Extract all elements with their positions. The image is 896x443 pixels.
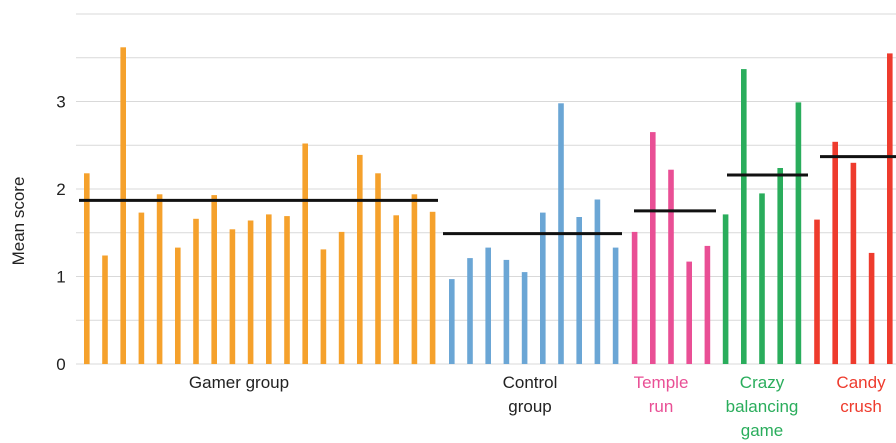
bar	[338, 231, 345, 364]
bar	[393, 215, 399, 365]
y-axis-ticks: 0 1 2 3	[56, 93, 65, 375]
bar	[211, 195, 217, 364]
bar	[429, 211, 436, 365]
bar	[193, 218, 199, 365]
bar	[320, 249, 327, 364]
bar	[521, 272, 528, 364]
group-label: balancing	[726, 397, 799, 416]
bar	[247, 220, 254, 364]
bar	[284, 216, 290, 364]
bar	[832, 141, 838, 365]
bar	[868, 252, 875, 364]
bar	[795, 102, 802, 365]
bar	[887, 53, 893, 365]
bar	[741, 69, 747, 364]
group-label: run	[649, 397, 674, 416]
bar	[229, 229, 236, 365]
group-label: Crazy	[740, 373, 785, 392]
bar	[156, 194, 163, 365]
bar	[777, 168, 783, 364]
bar	[84, 173, 90, 365]
group-label: crush	[840, 397, 882, 416]
bar	[814, 219, 820, 364]
bar	[612, 247, 619, 364]
bar	[467, 258, 473, 364]
bar	[266, 214, 272, 364]
y-tick-label: 0	[56, 355, 65, 374]
group-label: Candy	[836, 373, 886, 392]
bar	[631, 231, 638, 364]
bar	[704, 245, 711, 364]
bar	[850, 162, 857, 364]
bar	[175, 247, 181, 364]
group-label: Gamer group	[189, 373, 289, 392]
bars	[84, 47, 893, 365]
bar	[120, 47, 126, 365]
bar	[302, 143, 308, 364]
bar	[375, 173, 381, 365]
group-label: game	[741, 421, 784, 440]
bar	[138, 212, 145, 364]
bar	[650, 132, 656, 364]
bar	[357, 154, 363, 364]
bar	[722, 214, 729, 364]
y-tick-label: 1	[56, 268, 65, 287]
group-label: Control	[503, 373, 558, 392]
y-axis-label: Mean score	[9, 177, 28, 266]
y-tick-label: 3	[56, 93, 65, 112]
bar	[576, 217, 582, 364]
group-label: group	[508, 397, 551, 416]
bar	[540, 212, 546, 364]
bar	[668, 169, 674, 364]
group-mean-lines	[79, 155, 896, 236]
bar	[759, 193, 765, 364]
group-label: Temple	[634, 373, 689, 392]
y-tick-label: 2	[56, 180, 65, 199]
bar	[485, 247, 491, 364]
bar	[686, 261, 692, 364]
bar	[449, 279, 455, 364]
bar	[594, 199, 601, 364]
bar	[411, 194, 418, 365]
group-labels: Gamer group Control group Temple run Crazy bal…	[189, 373, 886, 440]
bar	[503, 259, 510, 364]
bar	[102, 255, 108, 364]
